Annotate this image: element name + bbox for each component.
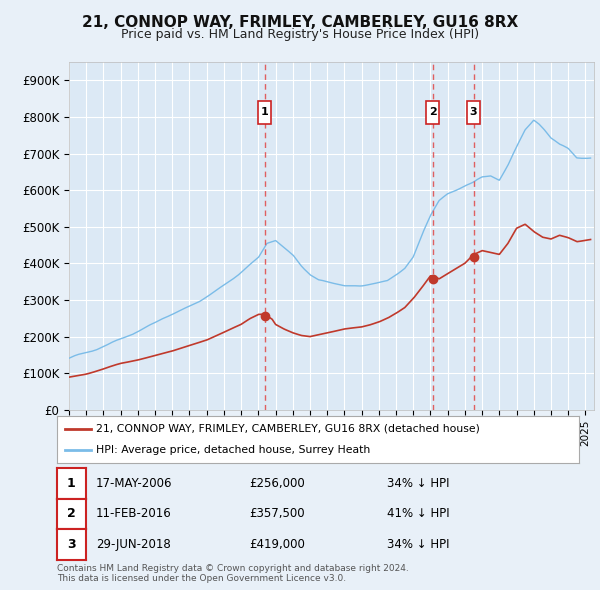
Text: 2: 2 bbox=[67, 507, 76, 520]
Text: 11-FEB-2016: 11-FEB-2016 bbox=[96, 507, 172, 520]
Text: HPI: Average price, detached house, Surrey Heath: HPI: Average price, detached house, Surr… bbox=[96, 445, 370, 455]
Text: 2: 2 bbox=[428, 107, 436, 117]
FancyBboxPatch shape bbox=[467, 101, 480, 124]
Text: 34% ↓ HPI: 34% ↓ HPI bbox=[387, 477, 449, 490]
Text: 21, CONNOP WAY, FRIMLEY, CAMBERLEY, GU16 8RX: 21, CONNOP WAY, FRIMLEY, CAMBERLEY, GU16… bbox=[82, 15, 518, 30]
Text: 3: 3 bbox=[470, 107, 478, 117]
Text: £419,000: £419,000 bbox=[249, 538, 305, 551]
Text: 1: 1 bbox=[67, 477, 76, 490]
Text: 41% ↓ HPI: 41% ↓ HPI bbox=[387, 507, 449, 520]
Text: 3: 3 bbox=[67, 538, 76, 551]
Text: Price paid vs. HM Land Registry's House Price Index (HPI): Price paid vs. HM Land Registry's House … bbox=[121, 28, 479, 41]
FancyBboxPatch shape bbox=[426, 101, 439, 124]
Text: 17-MAY-2006: 17-MAY-2006 bbox=[96, 477, 173, 490]
Text: £357,500: £357,500 bbox=[249, 507, 305, 520]
FancyBboxPatch shape bbox=[259, 101, 271, 124]
Text: 34% ↓ HPI: 34% ↓ HPI bbox=[387, 538, 449, 551]
Text: 29-JUN-2018: 29-JUN-2018 bbox=[96, 538, 171, 551]
Text: £256,000: £256,000 bbox=[249, 477, 305, 490]
Text: Contains HM Land Registry data © Crown copyright and database right 2024.
This d: Contains HM Land Registry data © Crown c… bbox=[57, 563, 409, 583]
Text: 1: 1 bbox=[261, 107, 269, 117]
Text: 21, CONNOP WAY, FRIMLEY, CAMBERLEY, GU16 8RX (detached house): 21, CONNOP WAY, FRIMLEY, CAMBERLEY, GU16… bbox=[96, 424, 480, 434]
